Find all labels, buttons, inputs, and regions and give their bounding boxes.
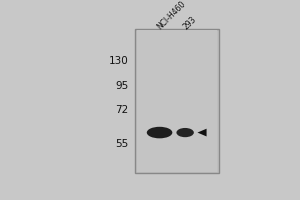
Polygon shape — [197, 129, 207, 136]
Text: 72: 72 — [115, 105, 128, 115]
Bar — [135, 29, 219, 173]
Text: 55: 55 — [115, 139, 128, 149]
Text: 95: 95 — [115, 81, 128, 91]
Text: 130: 130 — [108, 56, 128, 66]
Bar — [137, 30, 217, 172]
Ellipse shape — [176, 128, 194, 137]
Text: 293: 293 — [181, 14, 198, 31]
Ellipse shape — [147, 127, 172, 138]
Text: NCI-H460: NCI-H460 — [155, 0, 188, 31]
